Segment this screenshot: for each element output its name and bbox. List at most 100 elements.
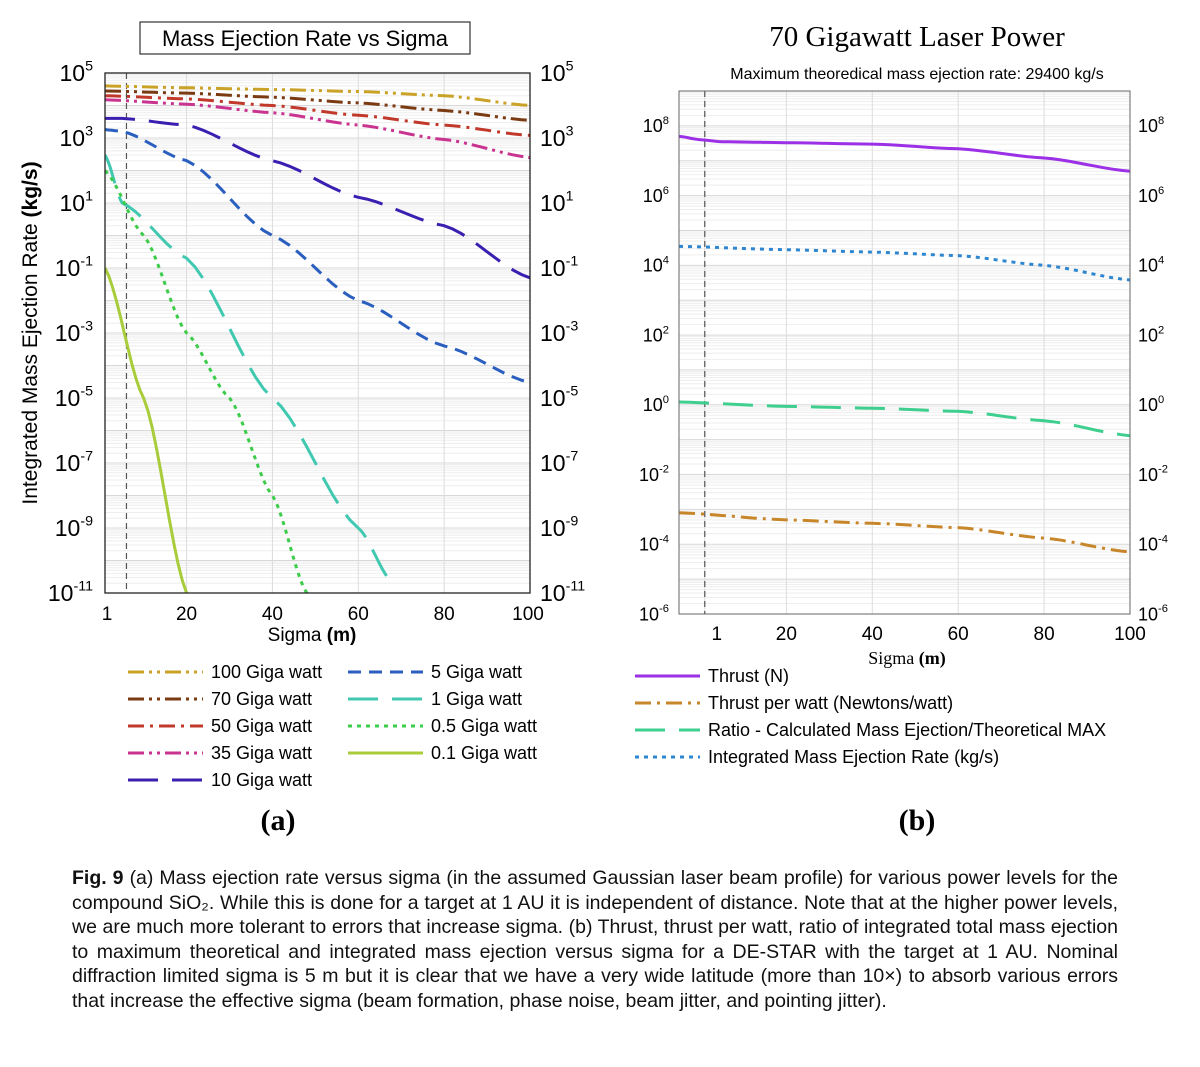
panel-b-y-ticks-right: 108 106 104 102 100 10-2 10-4 10-6	[1138, 115, 1168, 624]
y-tick-label-left: 10-9	[55, 514, 93, 541]
y-tick-label-left: 10-5	[55, 384, 93, 411]
panel-b-grid	[679, 90, 1131, 615]
series-line-2	[679, 511, 1130, 554]
y-tick-label-right: 101	[540, 189, 574, 216]
panel-a-x-axis-label: Sigma (m)	[268, 625, 357, 646]
panel-b-legend: Thrust (N) Thrust per watt (Newtons/watt)…	[635, 666, 1106, 767]
y-tick-label-left: 108	[643, 115, 669, 136]
panel-a-y-ticks-left: 105 103 101 10-1 10-3 10-5 10-7 10-9 10-11	[48, 59, 93, 606]
y-tick-label-left: 10-6	[639, 603, 669, 624]
series-line-3	[105, 94, 530, 137]
panel-b-y-ticks-left: 108 106 104 102 100 10-2 10-4 10-6	[639, 115, 669, 624]
y-tick-label-right: 100	[1138, 394, 1164, 415]
x-tick-label: 40	[262, 604, 283, 625]
legend-label: Thrust (N)	[708, 666, 789, 686]
legend-label: 35 Giga watt	[211, 743, 312, 763]
y-tick-label-left: 101	[59, 189, 93, 216]
legend-label: Thrust per watt (Newtons/watt)	[708, 693, 953, 713]
legend-label: 0.1 Giga watt	[431, 743, 537, 763]
y-tick-label-right: 10-9	[540, 514, 578, 541]
series-line-2	[105, 89, 530, 122]
x-tick-label: 60	[348, 604, 369, 625]
y-tick-label-right: 108	[1138, 115, 1164, 136]
y-tick-label-right: 10-6	[1138, 603, 1168, 624]
series-line-5	[105, 116, 530, 280]
legend-label: 100 Giga watt	[211, 662, 322, 682]
y-tick-label-right: 106	[1138, 185, 1164, 206]
y-tick-label-right: 102	[1138, 324, 1164, 345]
series-line-4	[105, 98, 530, 160]
panel-b-chart: 70 Gigawatt Laser Power Maximum theoredi…	[635, 21, 1168, 837]
legend-label: 10 Giga watt	[211, 770, 312, 790]
legend-label: 50 Giga watt	[211, 716, 312, 736]
x-tick-label: 1	[102, 604, 113, 625]
panel-b-plot-frame	[678, 90, 1131, 615]
panel-b-subtitle: Maximum theoredical mass ejection rate: …	[730, 66, 1104, 83]
legend-label: Integrated Mass Ejection Rate (kg/s)	[708, 747, 999, 767]
panel-a-y-axis-label: Integrated Mass Ejection Rate (kg/s)	[19, 161, 42, 504]
x-tick-label: 80	[1034, 624, 1055, 645]
y-tick-label-left: 102	[643, 324, 669, 345]
y-tick-label-left: 10-4	[639, 533, 669, 554]
panel-a-title: Mass Ejection Rate vs Sigma	[162, 26, 449, 51]
y-tick-label-left: 104	[643, 255, 669, 276]
panel-a-x-ticks: 1 20 40 60 80 100	[102, 604, 544, 625]
y-tick-label-left: 10-2	[639, 464, 669, 485]
y-tick-label-right: 10-4	[1138, 533, 1168, 554]
series-line-1	[105, 84, 530, 107]
series-line-9	[105, 267, 189, 593]
y-tick-label-left: 100	[643, 394, 669, 415]
y-tick-label-right: 105	[540, 59, 574, 86]
y-tick-label-right: 10-7	[540, 449, 578, 476]
y-tick-label-left: 10-1	[55, 254, 93, 281]
panel-a-series	[105, 84, 530, 593]
panel-a-plot-frame	[104, 72, 531, 594]
panel-b-x-axis-label: Sigma (m)	[868, 648, 946, 669]
series-line-3	[679, 400, 1130, 438]
legend-label: Ratio - Calculated Mass Ejection/Theoret…	[708, 720, 1106, 740]
x-tick-label: 40	[862, 624, 883, 645]
panel-b-title: 70 Gigawatt Laser Power	[769, 21, 1065, 53]
y-tick-label-right: 10-1	[540, 254, 578, 281]
panel-b-series	[679, 134, 1130, 554]
x-tick-label: 80	[434, 604, 455, 625]
x-tick-label: 60	[948, 624, 969, 645]
series-line-4	[679, 244, 1130, 282]
x-tick-label: 100	[1114, 624, 1146, 645]
panel-b-label: (b)	[899, 804, 936, 837]
figure-caption: Fig. 9 (a) Mass ejection rate versus sig…	[72, 866, 1118, 1014]
panel-a-title-box	[139, 21, 471, 55]
caption-text: (a) Mass ejection rate versus sigma (in …	[72, 867, 1118, 1012]
x-tick-label: 100	[512, 604, 544, 625]
series-line-8	[105, 169, 309, 593]
panel-a-chart: Mass Ejection Rate vs Sigma 105 103 101 10-…	[19, 21, 585, 837]
y-tick-label-left: 10-3	[55, 319, 93, 346]
y-tick-label-left: 106	[643, 185, 669, 206]
y-tick-label-right: 103	[540, 124, 574, 151]
y-tick-label-left: 105	[59, 59, 93, 86]
y-tick-label-right: 10-3	[540, 319, 578, 346]
y-tick-label-right: 10-2	[1138, 464, 1168, 485]
legend-label: 70 Giga watt	[211, 689, 312, 709]
legend-label: 0.5 Giga watt	[431, 716, 537, 736]
x-tick-label: 20	[176, 604, 197, 625]
y-tick-label-right: 10-11	[540, 579, 585, 606]
panel-a-legend: 100 Giga watt 70 Giga watt 50 Giga watt 35 …	[128, 662, 537, 790]
figure: Mass Ejection Rate vs Sigma 105 103 101 10-…	[19, 21, 1168, 837]
legend-label: 1 Giga watt	[431, 689, 522, 709]
y-tick-label-left: 10-11	[48, 579, 93, 606]
y-tick-label-left: 10-7	[55, 449, 93, 476]
y-tick-label-right: 104	[1138, 255, 1164, 276]
x-tick-label: 20	[776, 624, 797, 645]
series-line-1	[679, 134, 1130, 173]
x-tick-label: 1	[711, 624, 722, 645]
panel-b-x-ticks: 1 20 40 60 80 100	[711, 624, 1145, 645]
y-tick-label-right: 10-5	[540, 384, 578, 411]
legend-label: 5 Giga watt	[431, 662, 522, 682]
y-tick-label-left: 103	[59, 124, 93, 151]
series-line-6	[105, 128, 530, 384]
panel-a-label: (a)	[261, 804, 296, 837]
panel-a-y-ticks-right: 105 103 101 10-1 10-3 10-5 10-7 10-9 10-11	[540, 59, 585, 606]
caption-label: Fig. 9	[72, 867, 124, 889]
series-line-7	[105, 154, 394, 585]
